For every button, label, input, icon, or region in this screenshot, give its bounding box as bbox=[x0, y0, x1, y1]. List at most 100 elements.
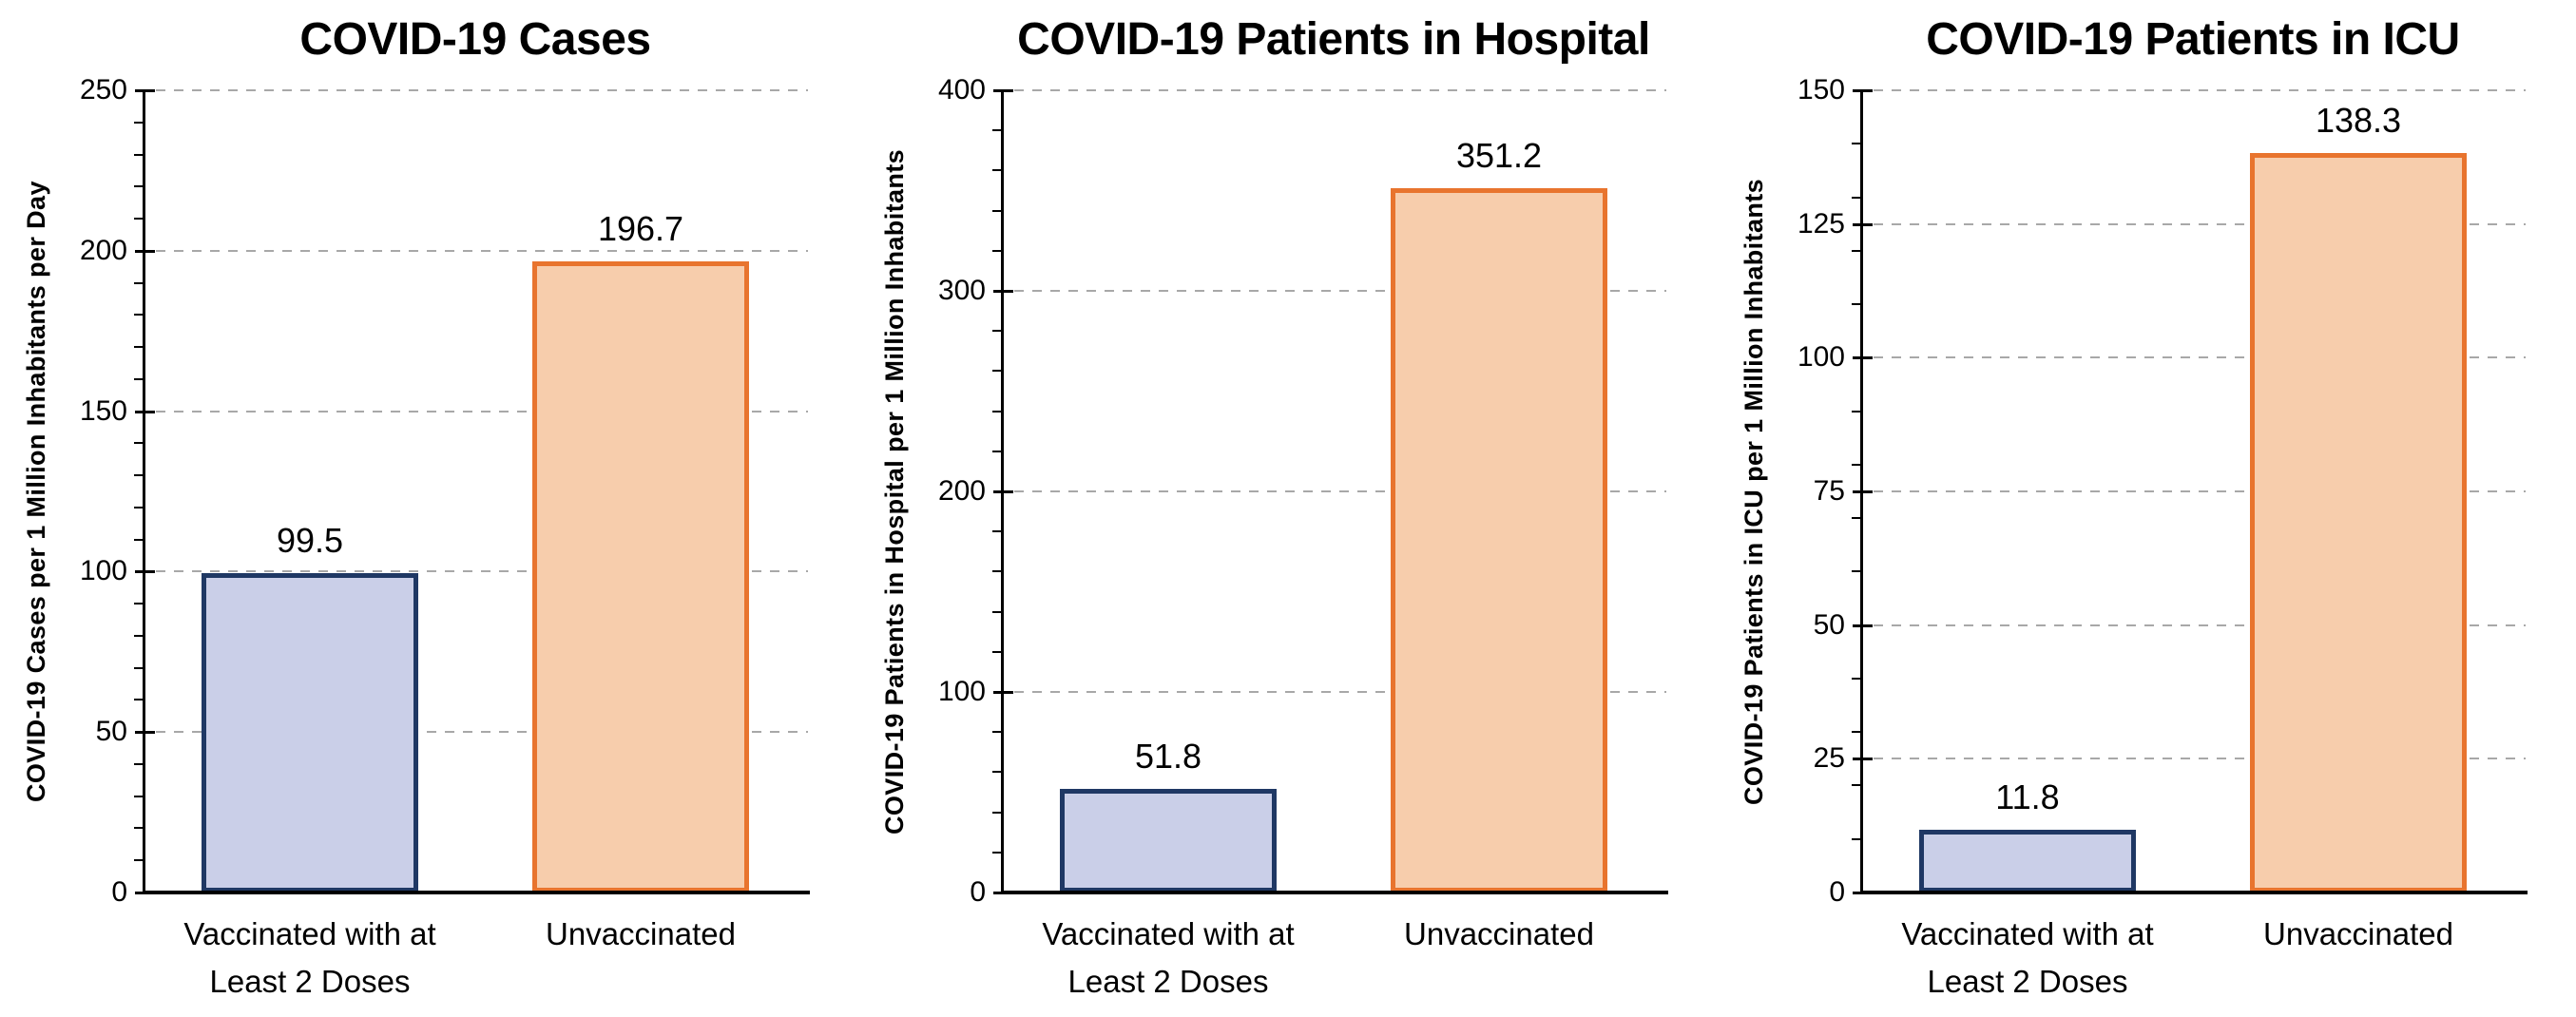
bar-vaccinated bbox=[1919, 829, 2136, 892]
y-tick-minor-130 bbox=[1852, 196, 1861, 199]
y-tick-label-100: 100 bbox=[937, 676, 986, 707]
y-tick-minor-240 bbox=[134, 121, 144, 124]
chart-panel-cases: COVID-19 Cases COVID-19 Cases per 1 Mill… bbox=[0, 0, 858, 1017]
bar-vaccinated bbox=[202, 573, 418, 892]
x-label-unvaccinated: Unvaccinated bbox=[1404, 916, 1594, 951]
plot-area: 51.8 351.2 0 100 200 300 400 Vaccinated with at… bbox=[858, 0, 1717, 1017]
y-tick-minor-10 bbox=[1852, 837, 1861, 840]
y-tick-minor-70 bbox=[134, 666, 144, 669]
y-tick-label-50: 50 bbox=[95, 716, 127, 748]
y-tick-label-400: 400 bbox=[937, 74, 986, 106]
chart-title: COVID-19 Patients in Hospital bbox=[1017, 14, 1650, 65]
y-tick-minor-110 bbox=[1852, 303, 1861, 306]
y-tick-minor-260 bbox=[992, 370, 1002, 373]
y-tick-minor-160 bbox=[134, 377, 144, 380]
y-tick-label-250: 250 bbox=[79, 74, 127, 106]
y-tick-minor-10 bbox=[134, 859, 144, 862]
y-tick-minor-120 bbox=[1852, 249, 1861, 252]
y-tick-minor-340 bbox=[992, 209, 1002, 212]
y-tick-major-75 bbox=[1853, 490, 1873, 493]
chart-panel-icu: COVID-19 Patients in ICU COVID-19 Patien… bbox=[1718, 0, 2576, 1017]
y-tick-minor-40 bbox=[134, 762, 144, 765]
y-tick-minor-90 bbox=[1852, 410, 1861, 413]
plot-area: 11.8 138.3 0 25 50 75 100 125 150 Vaccinated with… bbox=[1718, 0, 2576, 1017]
y-tick-minor-80 bbox=[1852, 463, 1861, 466]
gridline-y-100 bbox=[1874, 356, 2526, 359]
y-tick-minor-40 bbox=[992, 811, 1002, 814]
y-tick-major-125 bbox=[1853, 222, 1873, 226]
y-tick-minor-220 bbox=[134, 185, 144, 188]
y-tick-major-150 bbox=[135, 410, 155, 413]
y-tick-minor-220 bbox=[992, 450, 1002, 452]
y-tick-minor-110 bbox=[134, 538, 144, 541]
y-tick-label-200: 200 bbox=[79, 234, 127, 266]
y-tick-label-0: 0 bbox=[1829, 876, 1845, 908]
y-tick-label-75: 75 bbox=[1813, 475, 1845, 507]
x-axis-baseline bbox=[1001, 891, 1668, 894]
gridline-y-300 bbox=[1014, 290, 1666, 292]
y-tick-minor-210 bbox=[134, 218, 144, 221]
x-label-vaccinated: Vaccinated with at Least 2 Doses bbox=[1042, 916, 1295, 999]
y-tick-minor-20 bbox=[1852, 784, 1861, 787]
y-tick-minor-120 bbox=[134, 506, 144, 508]
y-tick-minor-190 bbox=[134, 281, 144, 284]
y-tick-major-100 bbox=[1853, 356, 1873, 360]
y-tick-minor-60 bbox=[1852, 570, 1861, 573]
value-label-bar-vaccinated: 51.8 bbox=[1134, 736, 1202, 776]
y-tick-minor-140 bbox=[992, 610, 1002, 613]
y-tick-label-150: 150 bbox=[79, 394, 127, 427]
y-tick-label-150: 150 bbox=[1797, 74, 1845, 106]
y-tick-minor-130 bbox=[134, 474, 144, 477]
y-tick-major-100 bbox=[993, 691, 1013, 694]
value-label-bar-unvaccinated: 138.3 bbox=[2315, 100, 2402, 140]
y-tick-minor-320 bbox=[992, 249, 1002, 252]
y-tick-label-0: 0 bbox=[970, 876, 986, 908]
x-label-vaccinated: Vaccinated with at Least 2 Doses bbox=[183, 916, 436, 999]
gridline-y-400 bbox=[1014, 89, 1666, 91]
y-tick-minor-180 bbox=[992, 530, 1002, 533]
y-tick-minor-60 bbox=[992, 771, 1002, 774]
y-tick-minor-140 bbox=[1852, 143, 1861, 145]
y-tick-major-300 bbox=[993, 290, 1013, 293]
gridline-y-100 bbox=[156, 570, 808, 573]
value-label-bar-unvaccinated: 196.7 bbox=[597, 208, 684, 248]
y-tick-major-0 bbox=[1853, 892, 1873, 894]
gridline-y-75 bbox=[1874, 490, 2526, 492]
y-tick-label-100: 100 bbox=[79, 555, 127, 587]
chart-title: COVID-19 Cases bbox=[299, 14, 651, 65]
x-label-vaccinated: Vaccinated with at Least 2 Doses bbox=[1901, 916, 2154, 999]
gridline-y-100 bbox=[1014, 691, 1666, 693]
y-tick-minor-360 bbox=[992, 169, 1002, 172]
y-tick-minor-30 bbox=[134, 795, 144, 797]
y-tick-minor-70 bbox=[1852, 517, 1861, 520]
y-tick-label-100: 100 bbox=[1797, 341, 1845, 374]
y-tick-label-300: 300 bbox=[937, 275, 986, 306]
bar-unvaccinated bbox=[1391, 187, 1607, 892]
y-tick-major-200 bbox=[993, 490, 1013, 493]
y-tick-minor-40 bbox=[1852, 677, 1861, 680]
y-tick-major-100 bbox=[135, 570, 155, 574]
y-axis-line bbox=[143, 90, 145, 894]
value-label-bar-unvaccinated: 351.2 bbox=[1455, 135, 1543, 175]
y-tick-minor-160 bbox=[992, 570, 1002, 573]
y-tick-minor-230 bbox=[134, 153, 144, 156]
y-tick-minor-80 bbox=[134, 634, 144, 637]
gridline-y-50 bbox=[156, 731, 808, 734]
bar-unvaccinated bbox=[532, 260, 749, 892]
gridline-y-150 bbox=[156, 410, 808, 413]
y-tick-minor-80 bbox=[992, 731, 1002, 734]
y-tick-label-0: 0 bbox=[111, 876, 127, 908]
y-tick-minor-280 bbox=[992, 330, 1002, 333]
gridline-y-200 bbox=[1014, 490, 1666, 492]
value-label-bar-vaccinated: 99.5 bbox=[276, 521, 344, 561]
y-tick-major-400 bbox=[993, 89, 1013, 92]
y-tick-minor-20 bbox=[992, 851, 1002, 854]
y-tick-major-150 bbox=[1853, 89, 1873, 92]
y-tick-label-125: 125 bbox=[1797, 207, 1845, 240]
y-tick-major-0 bbox=[993, 892, 1013, 894]
y-tick-label-25: 25 bbox=[1813, 742, 1845, 775]
y-tick-minor-380 bbox=[992, 129, 1002, 132]
y-tick-minor-120 bbox=[992, 650, 1002, 653]
y-tick-minor-90 bbox=[134, 603, 144, 605]
